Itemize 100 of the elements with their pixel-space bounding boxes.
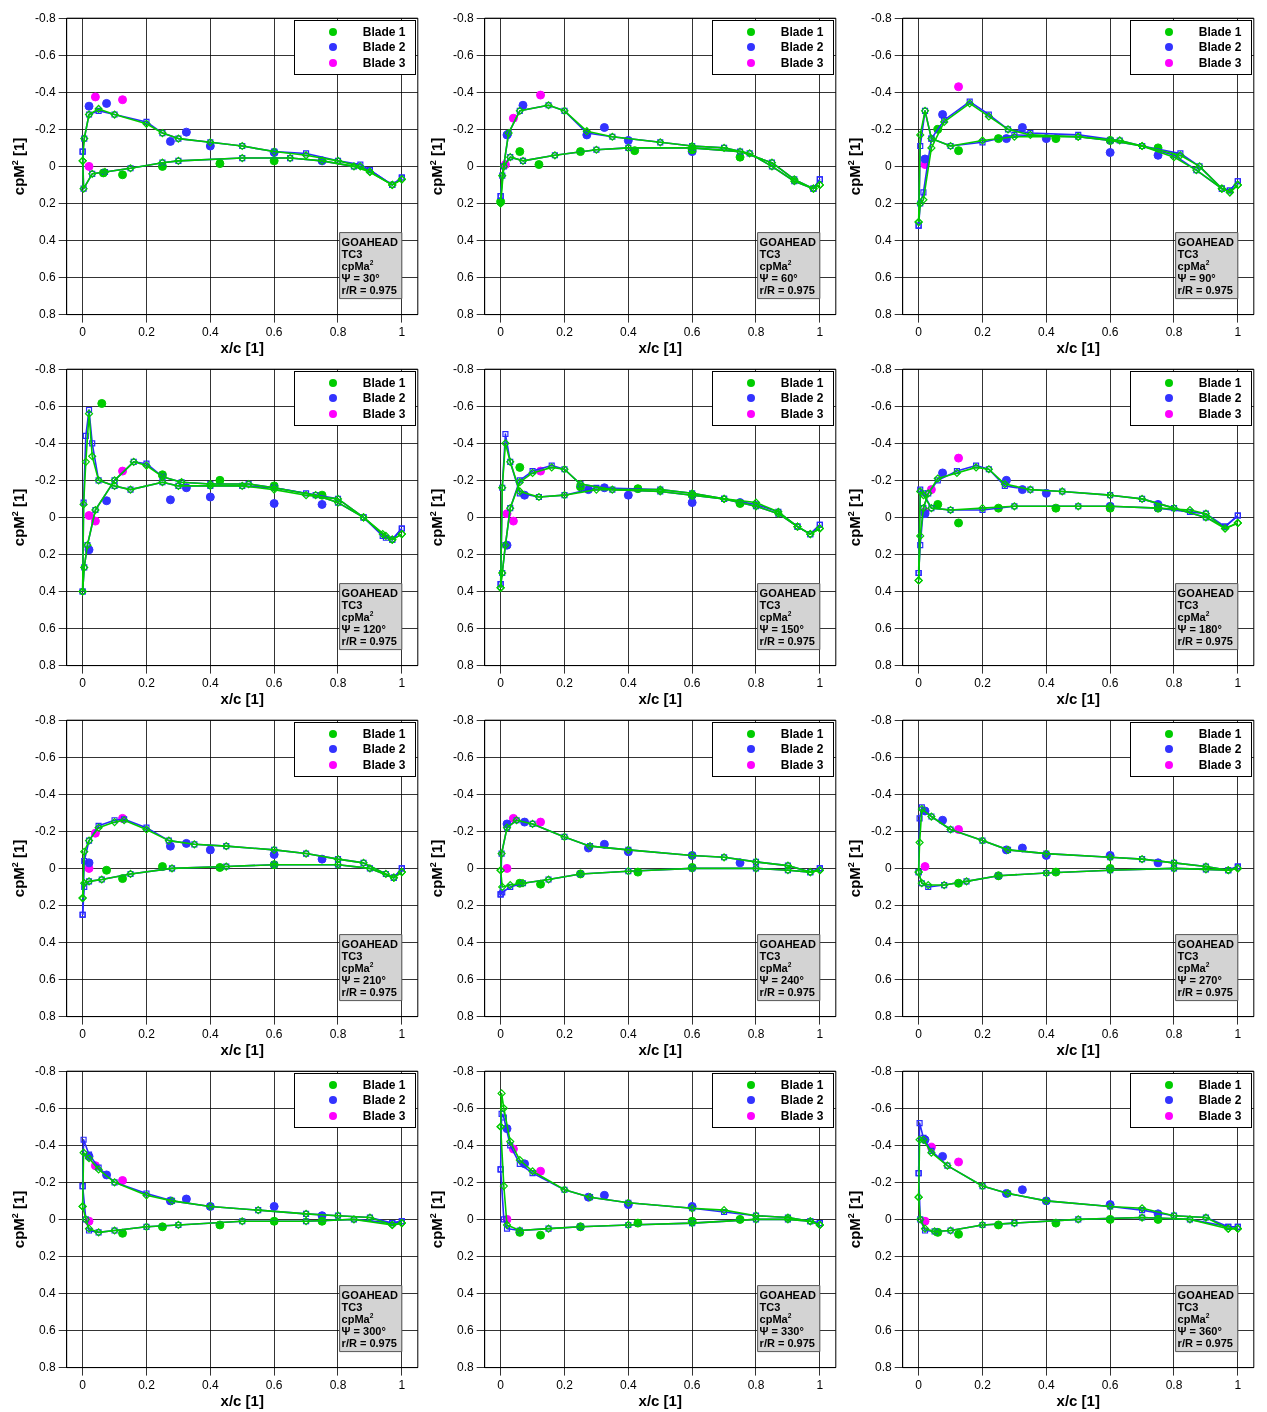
annotation: GOAHEAD <box>341 235 398 248</box>
x-tick-label: 0.4 <box>1037 325 1055 340</box>
x-tick-label: 0.8 <box>1165 325 1183 340</box>
y-axis-title: cpM2 [1] <box>428 839 445 898</box>
y-tick-label: -0.6 <box>452 398 474 413</box>
y-tick-label: 0.2 <box>38 897 56 912</box>
y-tick-label: -0.2 <box>34 121 56 136</box>
x-tick-label: 1 <box>1234 325 1242 340</box>
x-tick-label: 0.2 <box>138 1027 156 1042</box>
legend-label: Blade 2 <box>362 742 406 757</box>
y-tick-label: -0.4 <box>34 84 56 99</box>
x-tick-label: 0.8 <box>329 1378 347 1393</box>
annotation: r/R = 0.975 <box>341 1336 397 1349</box>
y-tick-label: 0.8 <box>874 1008 892 1023</box>
legend-label: Blade 2 <box>362 40 406 55</box>
legend-label: Blade 2 <box>1198 40 1242 55</box>
x-tick-label: 0.6 <box>683 325 701 340</box>
annotation: TC3 <box>759 598 781 611</box>
x-axis-title: x/c [1] <box>1056 339 1100 356</box>
y-tick-label: 0.4 <box>874 583 892 598</box>
x-axis-title: x/c [1] <box>220 1041 264 1058</box>
y-tick-label: -0.4 <box>870 435 892 450</box>
y-tick-label: 0.8 <box>456 1008 474 1023</box>
x-tick-label: 0.2 <box>556 1027 574 1042</box>
x-tick-label: 0 <box>497 1027 505 1042</box>
x-tick-label: 0.2 <box>974 676 992 691</box>
x-tick-label: 0.2 <box>974 1378 992 1393</box>
x-tick-label: 1 <box>398 1027 406 1042</box>
annotation: Ψ = 150° <box>759 622 804 635</box>
x-tick-label: 0.8 <box>1165 1027 1183 1042</box>
annotation: GOAHEAD <box>759 586 816 599</box>
y-tick-label: 0.4 <box>38 934 56 949</box>
y-tick-label: 0.4 <box>874 232 892 247</box>
x-tick-label: 0 <box>79 1027 87 1042</box>
y-tick-label: 0.8 <box>38 657 56 672</box>
legend-label: Blade 3 <box>362 55 406 70</box>
legend-label: Blade 1 <box>362 1077 406 1092</box>
y-tick-label: 0.2 <box>38 195 56 210</box>
x-tick-label: 0.8 <box>329 1027 347 1042</box>
annotation: TC3 <box>759 949 781 962</box>
legend-label: Blade 1 <box>1198 24 1242 39</box>
y-tick-label: -0.6 <box>870 749 892 764</box>
x-tick-label: 0 <box>497 1378 505 1393</box>
x-tick-label: 0.4 <box>619 325 637 340</box>
x-tick-label: 0.4 <box>1037 1027 1055 1042</box>
y-axis-title: cpM2 [1] <box>428 137 445 196</box>
annotation: r/R = 0.975 <box>759 283 815 296</box>
y-tick-label: 0.6 <box>874 1322 892 1337</box>
legend-label: Blade 2 <box>1198 742 1242 757</box>
x-tick-label: 0 <box>915 325 923 340</box>
y-tick-label: 0 <box>48 158 56 173</box>
legend-label: Blade 1 <box>1198 1077 1242 1092</box>
x-tick-label: 0.4 <box>619 1027 637 1042</box>
x-tick-label: 0.6 <box>683 1027 701 1042</box>
x-tick-label: 0.2 <box>138 1378 156 1393</box>
annotation: GOAHEAD <box>341 1288 398 1301</box>
x-tick-label: 0.8 <box>747 1378 765 1393</box>
y-tick-label: -0.8 <box>452 361 474 376</box>
x-tick-label: 0 <box>79 1378 87 1393</box>
y-axis-title: cpM2 [1] <box>846 839 863 898</box>
x-tick-label: 0.4 <box>1037 676 1055 691</box>
legend-label: Blade 1 <box>780 24 824 39</box>
x-tick-label: 0 <box>915 676 923 691</box>
y-axis-title: cpM2 [1] <box>846 488 863 547</box>
annotation: GOAHEAD <box>1177 1288 1234 1301</box>
x-tick-label: 0.6 <box>1101 676 1119 691</box>
annotation: GOAHEAD <box>341 937 398 950</box>
y-tick-label: -0.8 <box>34 1063 56 1078</box>
y-tick-label: -0.8 <box>870 10 892 25</box>
x-tick-label: 0.8 <box>747 325 765 340</box>
legend-label: Blade 1 <box>1198 375 1242 390</box>
y-tick-label: -0.8 <box>870 361 892 376</box>
y-tick-label: 0.4 <box>38 583 56 598</box>
x-tick-label: 1 <box>1234 1378 1242 1393</box>
legend-label: Blade 3 <box>780 1108 824 1123</box>
annotation: r/R = 0.975 <box>341 283 397 296</box>
annotation: r/R = 0.975 <box>759 985 815 998</box>
y-tick-label: 0 <box>466 1211 474 1226</box>
x-axis-title: x/c [1] <box>220 690 264 707</box>
x-tick-label: 0.6 <box>1101 325 1119 340</box>
annotation: Ψ = 60° <box>759 271 798 284</box>
annotation: GOAHEAD <box>759 1288 816 1301</box>
y-tick-label: 0.4 <box>38 1285 56 1300</box>
annotation: GOAHEAD <box>1177 937 1234 950</box>
x-tick-label: 1 <box>1234 676 1242 691</box>
y-tick-label: 0.8 <box>874 1359 892 1374</box>
annotation: TC3 <box>759 247 781 260</box>
y-tick-label: 0 <box>48 860 56 875</box>
y-tick-label: 0.4 <box>456 1285 474 1300</box>
x-tick-label: 1 <box>816 1027 824 1042</box>
x-tick-label: 1 <box>398 1378 406 1393</box>
annotation: Ψ = 180° <box>1177 622 1222 635</box>
y-tick-label: -0.6 <box>452 1100 474 1115</box>
y-tick-label: -0.8 <box>452 10 474 25</box>
legend-label: Blade 2 <box>780 40 824 55</box>
annotation: r/R = 0.975 <box>1177 283 1233 296</box>
y-tick-label: -0.4 <box>870 1137 892 1152</box>
y-tick-label: -0.6 <box>34 398 56 413</box>
y-axis-title: cpM2 [1] <box>10 488 27 547</box>
legend-label: Blade 3 <box>780 55 824 70</box>
